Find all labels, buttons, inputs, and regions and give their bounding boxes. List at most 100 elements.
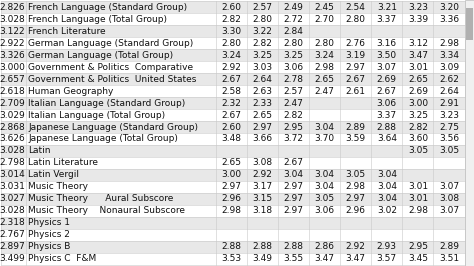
Text: 2.80: 2.80: [283, 39, 303, 48]
Text: 2.88: 2.88: [377, 123, 397, 131]
Bar: [466, 8, 473, 40]
Text: Latin: Latin: [28, 147, 51, 155]
Text: 2.88: 2.88: [283, 242, 303, 251]
Text: 2.67: 2.67: [221, 111, 241, 119]
Text: 3.499: 3.499: [0, 254, 25, 263]
Text: 3.626: 3.626: [0, 135, 25, 143]
Text: 3.04: 3.04: [315, 171, 335, 179]
Text: 2.95: 2.95: [408, 242, 428, 251]
Text: 3.24: 3.24: [221, 51, 241, 60]
Text: 2.93: 2.93: [377, 242, 397, 251]
Text: 2.95: 2.95: [283, 123, 303, 131]
Text: 3.70: 3.70: [315, 135, 335, 143]
Text: 3.027: 3.027: [0, 194, 25, 203]
Text: 2.69: 2.69: [377, 75, 397, 84]
Text: 3.06: 3.06: [315, 206, 335, 215]
Text: 3.37: 3.37: [377, 111, 397, 119]
Bar: [1, 13, 465, 25]
Text: 2.98: 2.98: [221, 206, 241, 215]
Text: 2.67: 2.67: [221, 75, 241, 84]
Text: 3.57: 3.57: [377, 254, 397, 263]
Text: 3.16: 3.16: [377, 39, 397, 48]
Text: 2.96: 2.96: [221, 194, 241, 203]
Text: 3.34: 3.34: [439, 51, 459, 60]
Text: 3.01: 3.01: [408, 182, 428, 191]
Text: 3.49: 3.49: [253, 254, 273, 263]
Text: Latin Literature: Latin Literature: [28, 159, 98, 167]
Text: 3.24: 3.24: [315, 51, 335, 60]
Text: 3.21: 3.21: [377, 3, 397, 12]
Text: 2.69: 2.69: [408, 87, 428, 95]
Text: 2.318: 2.318: [0, 218, 25, 227]
Text: 2.45: 2.45: [315, 3, 335, 12]
Text: 3.00: 3.00: [221, 171, 241, 179]
Text: 3.66: 3.66: [253, 135, 273, 143]
Text: 3.23: 3.23: [408, 3, 428, 12]
Bar: [1, 97, 465, 109]
Text: 3.19: 3.19: [346, 51, 366, 60]
Text: 2.98: 2.98: [408, 206, 428, 215]
Text: 3.06: 3.06: [283, 63, 304, 72]
Text: 2.60: 2.60: [221, 123, 241, 131]
Text: Music Theory    Nonaural Subscore: Music Theory Nonaural Subscore: [28, 206, 185, 215]
Text: Japanese Language (Total Group): Japanese Language (Total Group): [28, 135, 178, 143]
Text: French Literature: French Literature: [28, 27, 106, 36]
Text: Music Theory      Aural Subscore: Music Theory Aural Subscore: [28, 194, 173, 203]
Text: 3.50: 3.50: [377, 51, 397, 60]
Text: 3.53: 3.53: [221, 254, 241, 263]
Text: 3.028: 3.028: [0, 15, 25, 24]
Text: 2.72: 2.72: [283, 15, 303, 24]
Text: 2.618: 2.618: [0, 87, 25, 95]
Text: 3.56: 3.56: [439, 135, 459, 143]
Bar: [1, 169, 465, 181]
Text: 3.25: 3.25: [408, 111, 428, 119]
Text: 3.04: 3.04: [283, 171, 303, 179]
Text: 3.326: 3.326: [0, 51, 25, 60]
Text: 2.65: 2.65: [408, 75, 428, 84]
Text: 3.07: 3.07: [439, 206, 459, 215]
Text: 3.30: 3.30: [221, 27, 241, 36]
Text: 2.67: 2.67: [283, 159, 303, 167]
Text: 3.04: 3.04: [377, 171, 397, 179]
Text: German Language (Total Group): German Language (Total Group): [28, 51, 173, 60]
Text: French Language (Standard Group): French Language (Standard Group): [28, 3, 187, 12]
Text: 3.028: 3.028: [0, 147, 25, 155]
Text: 2.65: 2.65: [315, 75, 335, 84]
Text: Japanese Language (Standard Group): Japanese Language (Standard Group): [28, 123, 198, 131]
Text: 2.88: 2.88: [221, 242, 241, 251]
Text: 2.65: 2.65: [221, 159, 241, 167]
Text: 2.54: 2.54: [346, 3, 365, 12]
Bar: [1, 145, 465, 157]
Text: 2.97: 2.97: [283, 194, 303, 203]
Text: 2.98: 2.98: [439, 39, 459, 48]
Text: 2.86: 2.86: [315, 242, 335, 251]
Text: 2.63: 2.63: [253, 87, 273, 95]
Text: 3.45: 3.45: [408, 254, 428, 263]
Text: 3.25: 3.25: [253, 51, 273, 60]
Text: 3.01: 3.01: [408, 194, 428, 203]
Text: 3.22: 3.22: [253, 27, 273, 36]
Text: 2.96: 2.96: [346, 206, 366, 215]
Text: 2.826: 2.826: [0, 3, 25, 12]
Text: 2.92: 2.92: [346, 242, 365, 251]
Text: 2.88: 2.88: [253, 242, 273, 251]
Bar: [1, 121, 465, 133]
Text: 3.37: 3.37: [377, 15, 397, 24]
Text: 2.80: 2.80: [346, 15, 366, 24]
Bar: [1, 181, 465, 193]
Text: 2.70: 2.70: [315, 15, 335, 24]
Text: 2.97: 2.97: [283, 206, 303, 215]
Text: 2.80: 2.80: [221, 39, 241, 48]
Text: 3.36: 3.36: [439, 15, 459, 24]
Text: 2.32: 2.32: [221, 99, 241, 107]
Text: 2.767: 2.767: [0, 230, 25, 239]
Text: 2.47: 2.47: [315, 87, 335, 95]
Text: 2.922: 2.922: [0, 39, 25, 48]
Bar: [1, 241, 465, 253]
Text: 2.64: 2.64: [253, 75, 273, 84]
Bar: [1, 1, 465, 13]
Text: 2.868: 2.868: [0, 123, 25, 131]
Text: 3.07: 3.07: [439, 182, 459, 191]
Text: 2.49: 2.49: [283, 3, 303, 12]
Bar: [1, 217, 465, 229]
